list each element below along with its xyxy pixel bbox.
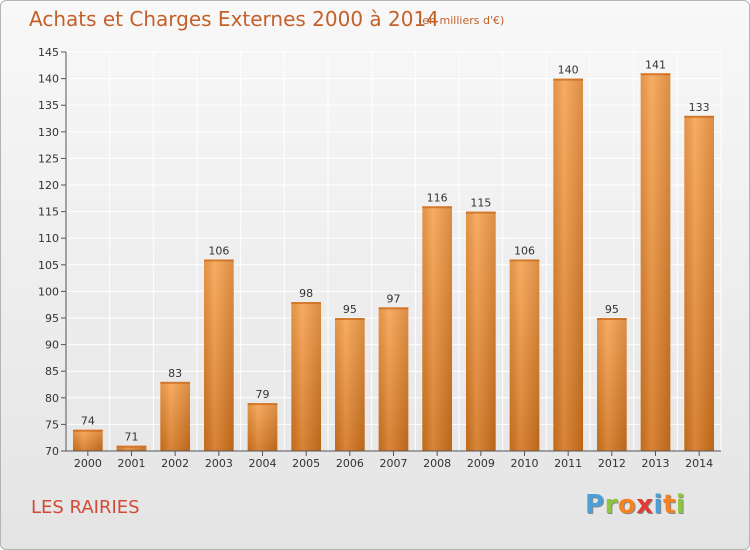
bar-top-edge-2002 xyxy=(160,381,191,384)
value-label: 95 xyxy=(343,303,357,316)
logo-letter: i xyxy=(653,490,663,520)
x-tick-label: 2001 xyxy=(118,457,146,470)
value-label: 83 xyxy=(168,367,182,380)
bar-top-edge-2000 xyxy=(72,429,103,432)
bar-top-edge-2010 xyxy=(509,259,540,262)
bar-shade-2008 xyxy=(422,206,453,451)
y-tick-label: 120 xyxy=(38,179,59,192)
bar-top-edge-2009 xyxy=(465,211,496,214)
value-label: 98 xyxy=(299,287,313,300)
bar-top-edge-2001 xyxy=(116,445,147,448)
bar-top-edge-2008 xyxy=(422,206,453,209)
y-tick-label: 125 xyxy=(38,152,59,165)
bar-top-edge-2014 xyxy=(684,115,715,118)
bar-shade-2002 xyxy=(160,381,191,451)
bar-shade-2010 xyxy=(509,259,540,451)
proxiti-logo: Proxiti xyxy=(585,490,685,520)
x-tick-label: 2007 xyxy=(380,457,408,470)
value-label: 141 xyxy=(645,58,666,71)
value-label: 106 xyxy=(208,244,229,257)
y-tick-label: 70 xyxy=(45,445,59,458)
x-tick-label: 2006 xyxy=(336,457,364,470)
logo-letter: P xyxy=(585,490,605,520)
bar-top-edge-2011 xyxy=(553,78,584,81)
bar-top-edge-2013 xyxy=(640,73,671,76)
logo-letter: t xyxy=(662,490,676,520)
x-tick-label: 2004 xyxy=(249,457,277,470)
x-tick-label: 2012 xyxy=(598,457,626,470)
x-tick-label: 2003 xyxy=(205,457,233,470)
value-label: 95 xyxy=(605,303,619,316)
value-label: 115 xyxy=(470,197,491,210)
bar-shade-2004 xyxy=(247,403,278,451)
y-tick-label: 135 xyxy=(38,99,59,112)
x-tick-label: 2008 xyxy=(423,457,451,470)
y-tick-label: 75 xyxy=(45,418,59,431)
bar-shade-2007 xyxy=(378,307,409,451)
y-tick-label: 140 xyxy=(38,73,59,86)
bar-shade-2003 xyxy=(203,259,234,451)
x-tick-label: 2002 xyxy=(161,457,189,470)
bar-shade-2001 xyxy=(116,445,147,451)
x-tick-label: 2000 xyxy=(74,457,102,470)
location-name: LES RAIRIES xyxy=(31,497,140,518)
x-tick-label: 2014 xyxy=(685,457,713,470)
axes xyxy=(61,51,721,456)
bar-shade-2012 xyxy=(596,318,627,451)
value-label: 97 xyxy=(387,292,401,305)
bar-shade-2009 xyxy=(465,211,496,451)
value-label: 106 xyxy=(514,244,535,257)
logo-letter: o xyxy=(617,490,637,520)
y-tick-label: 85 xyxy=(45,365,59,378)
labels: 70 75 80 85 90 95 100 105 110 115 120 125 130 135 140 1… xyxy=(38,46,713,470)
x-tick-label: 2011 xyxy=(554,457,582,470)
bar-top-edge-2004 xyxy=(247,403,278,406)
y-tick-label: 115 xyxy=(38,206,59,219)
value-label: 74 xyxy=(81,415,95,428)
value-label: 116 xyxy=(427,191,448,204)
logo-letter: x xyxy=(636,490,654,520)
y-tick-label: 100 xyxy=(38,285,59,298)
bar-top-edge-2006 xyxy=(334,318,365,320)
bar-top-edge-2007 xyxy=(378,307,409,310)
y-tick-label: 110 xyxy=(38,232,59,245)
value-label: 79 xyxy=(256,388,270,401)
y-tick-label: 105 xyxy=(38,259,59,272)
chart-title: Achats et Charges Externes 2000 à 2014 xyxy=(29,7,439,31)
bar-top-edge-2003 xyxy=(203,259,234,262)
logo-letter: r xyxy=(604,490,618,520)
x-tick-label: 2009 xyxy=(467,457,495,470)
bar-shade-2014 xyxy=(684,115,715,451)
bar-top-edge-2012 xyxy=(596,318,627,320)
bar-shade-2000 xyxy=(72,429,103,451)
value-label: 71 xyxy=(125,431,139,444)
y-tick-label: 95 xyxy=(45,312,59,325)
logo-letter: i xyxy=(675,490,686,520)
bar-shade-2005 xyxy=(291,302,322,451)
bar-shade-2011 xyxy=(553,78,584,451)
bar-top-edge-2005 xyxy=(291,302,322,305)
y-tick-label: 145 xyxy=(38,46,59,59)
x-tick-label: 2005 xyxy=(292,457,320,470)
y-tick-label: 130 xyxy=(38,126,59,139)
chart-subtitle: (en milliers d'€) xyxy=(418,14,505,27)
y-tick-label: 90 xyxy=(45,339,59,352)
bar-shade-2013 xyxy=(640,73,671,451)
value-label: 140 xyxy=(558,64,579,77)
bar-shade-2006 xyxy=(334,318,365,451)
bars xyxy=(72,73,715,451)
value-label: 133 xyxy=(689,101,710,114)
y-tick-label: 80 xyxy=(45,392,59,405)
x-tick-label: 2010 xyxy=(511,457,539,470)
x-tick-label: 2013 xyxy=(642,457,670,470)
